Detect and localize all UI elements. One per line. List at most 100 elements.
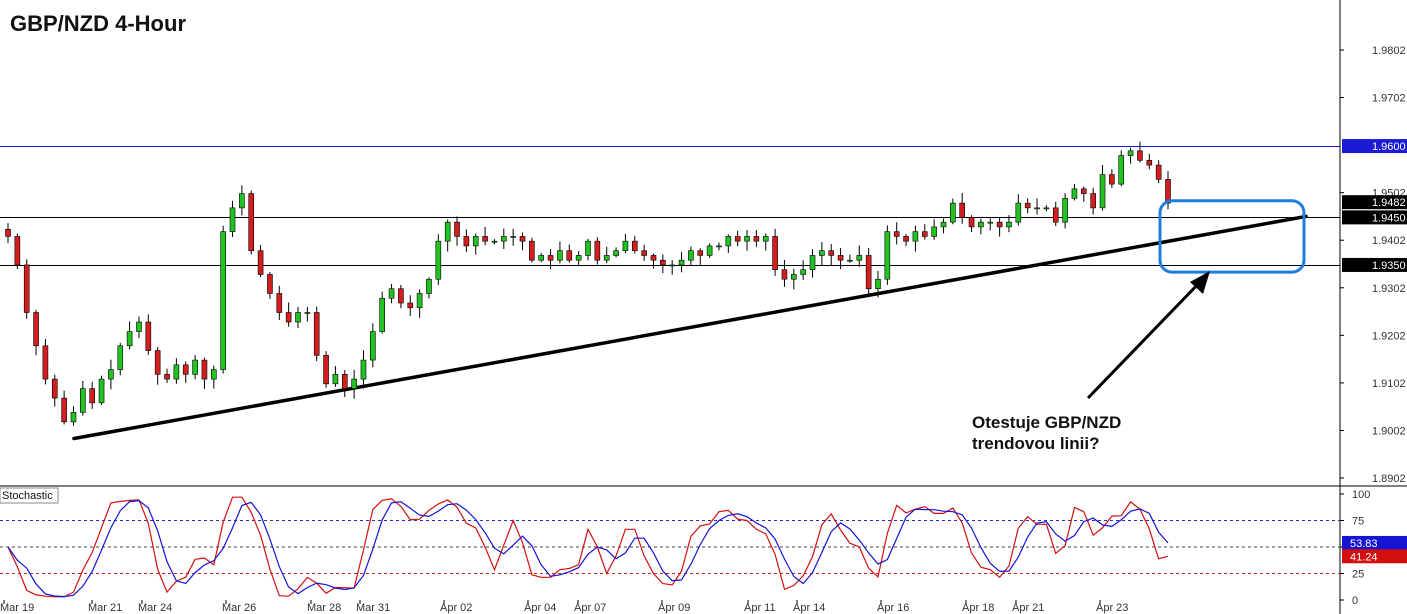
candle	[800, 260, 806, 280]
candle	[211, 365, 217, 389]
candle	[370, 323, 376, 368]
candle	[313, 306, 320, 361]
candle	[622, 233, 629, 254]
candle	[978, 218, 984, 235]
candle	[154, 347, 161, 385]
date-tick-label: Apr 11	[744, 602, 776, 614]
candle	[341, 370, 348, 398]
candle	[379, 291, 385, 334]
candle	[285, 302, 292, 327]
candle	[519, 232, 526, 251]
stoch-tick-label: 25	[1352, 569, 1364, 581]
candle	[276, 285, 283, 320]
price-tick-label: 1.9802	[1372, 45, 1406, 57]
candle	[491, 239, 498, 245]
candle	[1062, 193, 1068, 229]
candle	[557, 241, 563, 264]
candle	[650, 253, 657, 269]
candle	[1052, 201, 1059, 227]
level-badge-1-9600-bg	[1342, 139, 1407, 154]
annotation-arrowhead	[1190, 271, 1210, 294]
candle	[1043, 205, 1050, 212]
candle	[51, 374, 58, 407]
candle	[510, 228, 516, 246]
stochastic-label-box	[0, 487, 59, 504]
date-tick-label: Mar 28	[307, 602, 341, 614]
candles-layer	[5, 141, 1171, 426]
candle	[950, 198, 956, 225]
candle	[332, 366, 339, 387]
stoch-main-line	[7, 499, 1169, 598]
candle	[1024, 198, 1031, 214]
date-tick-label: Apr 09	[658, 602, 690, 614]
candle	[454, 216, 460, 246]
candle	[1090, 187, 1096, 215]
date-tick-label: Mar 26	[222, 602, 256, 614]
candle	[136, 316, 142, 339]
candle	[716, 242, 722, 251]
candle	[126, 321, 133, 350]
candle	[585, 238, 591, 261]
candle	[201, 357, 208, 389]
candle	[472, 233, 479, 255]
level-badge-1-9450-bg	[1342, 210, 1407, 225]
candle	[229, 200, 236, 238]
annotation-line-2: trendovou linii?	[972, 434, 1100, 453]
date-tick-label: Apr 04	[524, 602, 556, 614]
candle	[641, 244, 647, 261]
level-badge-1-9600: 1.9600	[1372, 141, 1406, 153]
candle	[61, 390, 67, 425]
current-price-badge-bg	[1342, 195, 1407, 210]
date-tick-label: Mar 19	[0, 602, 34, 614]
candle	[875, 270, 881, 298]
price-tick-label: 1.9202	[1372, 330, 1406, 342]
candle	[435, 234, 442, 285]
candle	[631, 235, 638, 254]
candle	[706, 243, 713, 258]
candle	[108, 359, 114, 390]
candle	[603, 246, 610, 264]
stoch-signal-line	[7, 496, 1169, 598]
candle	[248, 190, 255, 255]
candle	[1081, 186, 1087, 202]
candle	[173, 358, 180, 384]
candle	[351, 369, 357, 399]
annotation-arrow	[1086, 278, 1204, 400]
date-tick-label: Apr 21	[1012, 602, 1044, 614]
candle	[323, 351, 329, 388]
candle	[182, 361, 189, 383]
candle	[791, 268, 797, 290]
candle	[407, 295, 414, 316]
retest-zone-box	[1158, 199, 1306, 274]
candle	[837, 248, 844, 270]
candle	[42, 338, 49, 385]
candle	[145, 314, 152, 355]
chart-title: GBP/NZD 4-Hour	[10, 11, 186, 36]
annotation-box	[958, 400, 1236, 470]
candle	[529, 237, 535, 263]
candle	[697, 248, 704, 265]
candle	[1127, 147, 1134, 164]
candle	[501, 228, 507, 250]
stoch-signal-badge: 41.24	[1350, 551, 1378, 563]
stoch-signal-badge-bg	[1342, 549, 1407, 564]
candle	[14, 233, 21, 269]
candle	[856, 245, 863, 267]
candle	[884, 225, 891, 285]
candle	[70, 406, 77, 426]
candle	[388, 284, 395, 304]
candle	[762, 233, 769, 251]
date-axis: Mar 19 Mar 21 Mar 24 Mar 26 Mar 28 Mar 31 Apr …	[0, 600, 1128, 614]
candle	[959, 193, 965, 224]
candle	[426, 277, 432, 299]
candle	[1015, 194, 1022, 226]
candle	[903, 234, 909, 247]
candle	[239, 185, 245, 216]
candle	[117, 342, 124, 376]
candle	[931, 219, 937, 240]
date-tick-label: Apr 23	[1096, 602, 1128, 614]
date-tick-label: Apr 14	[793, 602, 825, 614]
candle	[753, 229, 760, 247]
